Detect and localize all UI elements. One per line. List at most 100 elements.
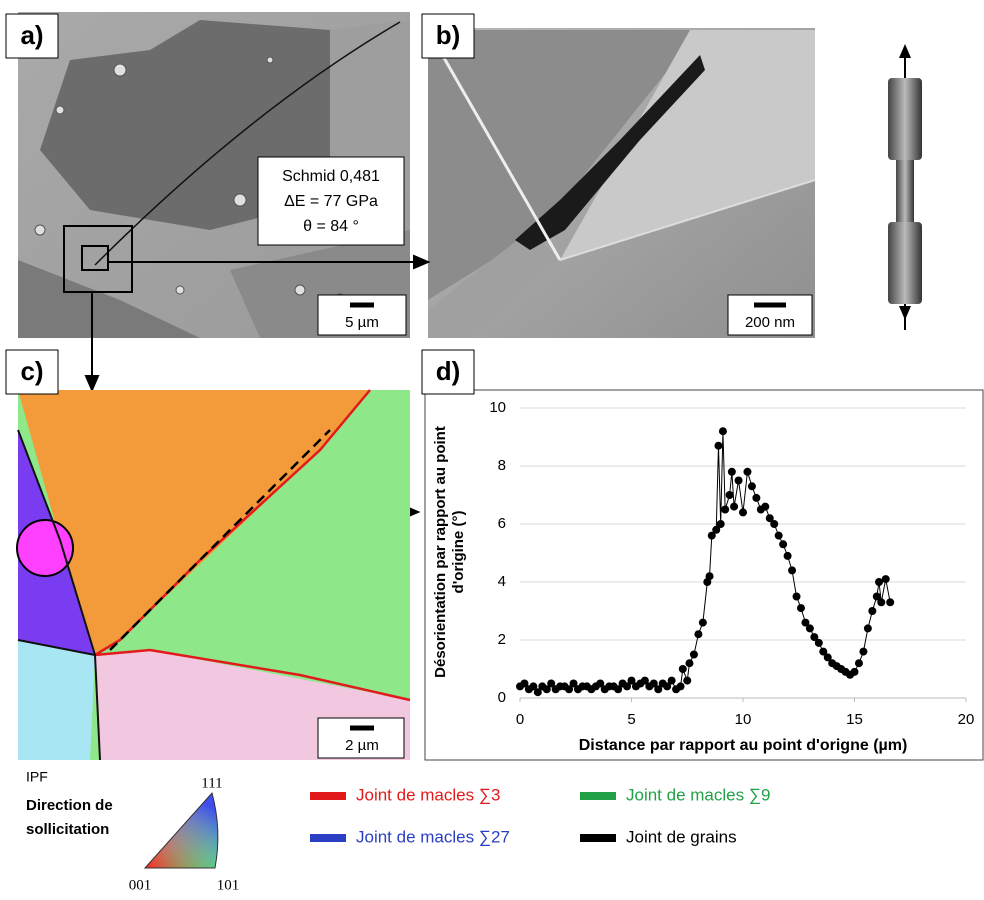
legend: Joint de macles ∑3 Joint de macles ∑27 Joi… xyxy=(310,785,770,846)
data-point xyxy=(779,540,788,549)
legend-label: Joint de macles ∑27 xyxy=(356,827,510,846)
data-point xyxy=(814,638,823,647)
data-point xyxy=(725,491,734,499)
data-point xyxy=(698,618,707,627)
scale-box xyxy=(317,294,407,336)
data-point xyxy=(872,592,881,601)
data-point xyxy=(714,441,723,450)
data-point xyxy=(765,514,774,523)
data-point xyxy=(770,520,779,528)
data-point xyxy=(747,482,756,491)
x-tick-label: 0 xyxy=(516,711,524,728)
data-point xyxy=(667,676,676,685)
data-point xyxy=(730,502,739,511)
panel-label-box xyxy=(421,349,475,395)
data-point xyxy=(520,679,529,688)
panel-label-box xyxy=(5,13,59,59)
data-point xyxy=(859,647,868,656)
grain xyxy=(16,519,74,577)
y-axis-label: Désorientation par rapport au point d'or… xyxy=(432,426,467,678)
profile-line xyxy=(109,429,331,651)
x-tick-label: 10 xyxy=(735,711,752,728)
data-point xyxy=(689,650,698,659)
grain xyxy=(560,30,815,260)
y-tick-label: 4 xyxy=(498,573,506,590)
data-point xyxy=(654,685,663,694)
data-point xyxy=(716,520,725,528)
boundary xyxy=(17,639,96,656)
panel-label-box xyxy=(5,349,59,395)
data-point xyxy=(875,578,884,586)
data-point xyxy=(881,575,890,584)
data-point xyxy=(788,566,797,575)
panel-label: b) xyxy=(436,20,461,50)
data-point xyxy=(640,676,649,685)
data-point xyxy=(743,467,752,476)
data-point xyxy=(801,618,810,627)
boundary xyxy=(94,389,371,657)
data-point xyxy=(678,665,687,673)
data-point xyxy=(863,624,872,633)
legend-swatch xyxy=(310,834,346,842)
data-point xyxy=(752,493,761,502)
ipf-corner: 101 xyxy=(217,877,240,893)
data-point xyxy=(683,676,692,685)
scale-label: 5 µm xyxy=(345,314,379,331)
y-tick-label: 0 xyxy=(498,689,506,706)
specimen xyxy=(888,44,922,330)
legend-label: Joint de grains xyxy=(626,827,737,846)
data-point xyxy=(694,630,703,639)
boundary xyxy=(559,179,816,261)
legend-swatch xyxy=(580,792,616,800)
grain xyxy=(428,230,560,338)
panel-label-box xyxy=(421,13,475,59)
scale-label: 2 µm xyxy=(345,737,379,754)
scale-box xyxy=(317,717,405,759)
data-point xyxy=(868,607,877,615)
data-point xyxy=(727,467,736,476)
panel-label: d) xyxy=(436,356,461,386)
grain xyxy=(330,20,410,200)
ipf-title: IPF xyxy=(26,769,48,785)
data-point xyxy=(569,679,578,688)
data-point xyxy=(663,682,672,691)
data-point xyxy=(547,679,556,688)
plot: 0 2 4 6 8 10 0 5 10 15 20 xyxy=(489,399,974,728)
data-point xyxy=(819,647,828,656)
chart-frame xyxy=(424,389,984,761)
data-point xyxy=(810,633,819,642)
data-point xyxy=(823,653,832,662)
data-point xyxy=(542,685,551,694)
crack xyxy=(94,21,401,266)
panel-label: a) xyxy=(20,20,43,50)
panel-c: 2 µm c) xyxy=(5,349,411,761)
info-text: Schmid 0,481 xyxy=(282,168,380,185)
legend-label: Joint de macles ∑3 xyxy=(356,785,500,804)
data-point xyxy=(627,676,636,685)
data-point xyxy=(705,572,714,581)
data-point xyxy=(712,525,721,534)
panel-b: 200 nm b) xyxy=(421,13,816,338)
data-point xyxy=(596,679,605,688)
panel-label: c) xyxy=(20,356,43,386)
zoom-box xyxy=(81,245,109,271)
boundary xyxy=(17,429,101,761)
grain xyxy=(18,390,370,655)
data-point xyxy=(707,531,716,540)
legend-swatch xyxy=(310,792,346,800)
boundary xyxy=(426,29,562,261)
data-point xyxy=(565,685,574,694)
data-point xyxy=(676,682,685,691)
y-tick-label: 10 xyxy=(489,399,506,416)
data-point xyxy=(774,531,783,540)
data-point xyxy=(721,505,730,514)
info-text: θ = 84 ° xyxy=(303,218,359,235)
y-tick-label: 8 xyxy=(498,457,506,474)
crack xyxy=(515,55,705,250)
zoom-box xyxy=(63,225,133,293)
data-point xyxy=(529,682,538,691)
data-point xyxy=(614,685,623,694)
scale-box xyxy=(727,294,813,336)
ipf-corner: 111 xyxy=(201,775,222,791)
y-tick-label: 6 xyxy=(498,515,506,532)
